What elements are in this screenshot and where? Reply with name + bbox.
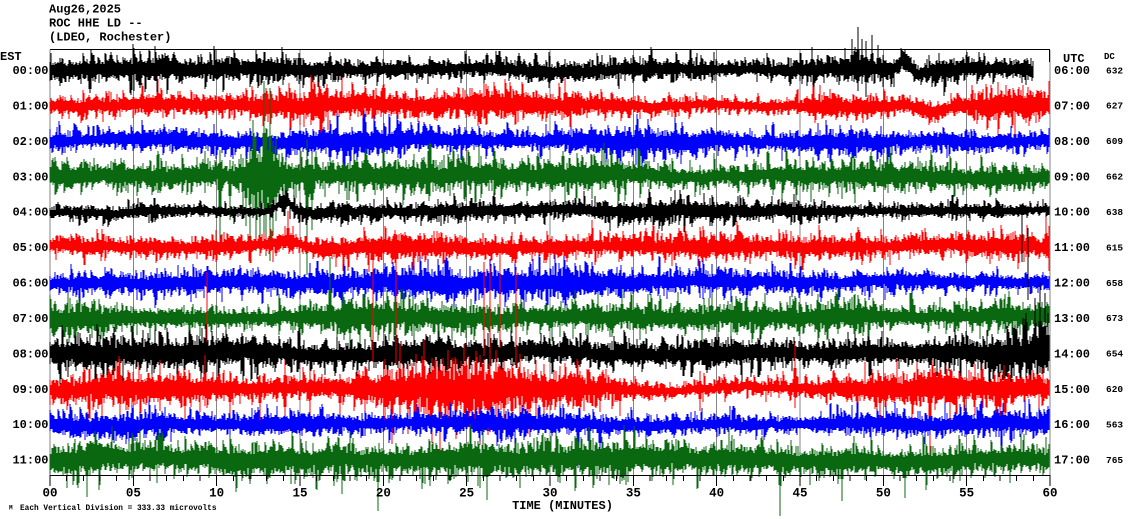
svg-text:40: 40 xyxy=(709,486,724,500)
svg-text:35: 35 xyxy=(626,486,641,500)
svg-text:00: 00 xyxy=(42,486,57,500)
svg-text:UTC: UTC xyxy=(1063,52,1085,66)
svg-text:06:00: 06:00 xyxy=(1054,64,1090,78)
svg-text:15:00: 15:00 xyxy=(1054,383,1090,397)
svg-text:15: 15 xyxy=(292,486,307,500)
svg-text:11:00: 11:00 xyxy=(1054,241,1090,255)
svg-text:10:00: 10:00 xyxy=(1054,206,1090,220)
svg-text:08:00: 08:00 xyxy=(12,347,48,361)
svg-text:(LDEO, Rochester): (LDEO, Rochester) xyxy=(49,31,171,45)
svg-text:M: M xyxy=(9,505,13,512)
svg-text:50: 50 xyxy=(876,486,891,500)
svg-text:DC: DC xyxy=(1104,52,1115,62)
svg-text:638: 638 xyxy=(1106,207,1123,218)
svg-text:615: 615 xyxy=(1106,242,1123,253)
svg-text:13:00: 13:00 xyxy=(1054,312,1090,326)
svg-text:60: 60 xyxy=(1042,486,1057,500)
svg-text:08:00: 08:00 xyxy=(1054,135,1090,149)
svg-text:765: 765 xyxy=(1106,455,1123,466)
svg-text:45: 45 xyxy=(792,486,807,500)
svg-text:20: 20 xyxy=(376,486,391,500)
svg-text:01:00: 01:00 xyxy=(12,99,48,113)
svg-text:662: 662 xyxy=(1106,172,1123,183)
svg-text:09:00: 09:00 xyxy=(12,383,48,397)
svg-text:03:00: 03:00 xyxy=(12,170,48,184)
svg-text:25: 25 xyxy=(459,486,474,500)
svg-text:Aug26,2025: Aug26,2025 xyxy=(49,3,121,17)
svg-text:673: 673 xyxy=(1106,313,1123,324)
svg-text:EST: EST xyxy=(0,50,22,64)
svg-text:632: 632 xyxy=(1106,65,1123,76)
svg-text:07:00: 07:00 xyxy=(1054,99,1090,113)
svg-text:30: 30 xyxy=(542,486,557,500)
svg-text:05:00: 05:00 xyxy=(12,241,48,255)
svg-text:07:00: 07:00 xyxy=(12,312,48,326)
svg-text:654: 654 xyxy=(1106,349,1123,360)
svg-text:Each Vertical Division = 333.: Each Vertical Division = 333.33 microvol… xyxy=(20,505,217,513)
svg-text:12:00: 12:00 xyxy=(1054,277,1090,291)
svg-text:627: 627 xyxy=(1106,101,1123,112)
svg-text:ROC HHE LD --: ROC HHE LD -- xyxy=(49,17,143,31)
svg-text:10:00: 10:00 xyxy=(12,418,48,432)
svg-text:620: 620 xyxy=(1106,384,1123,395)
svg-text:10: 10 xyxy=(209,486,224,500)
svg-text:16:00: 16:00 xyxy=(1054,418,1090,432)
svg-text:55: 55 xyxy=(959,486,974,500)
svg-text:00:00: 00:00 xyxy=(12,64,48,78)
svg-text:06:00: 06:00 xyxy=(12,277,48,291)
svg-text:14:00: 14:00 xyxy=(1054,347,1090,361)
svg-text:609: 609 xyxy=(1106,136,1123,147)
svg-text:TIME (MINUTES): TIME (MINUTES) xyxy=(512,499,613,513)
svg-text:09:00: 09:00 xyxy=(1054,170,1090,184)
svg-text:658: 658 xyxy=(1106,278,1123,289)
svg-text:563: 563 xyxy=(1106,420,1123,431)
svg-text:17:00: 17:00 xyxy=(1054,454,1090,468)
svg-text:02:00: 02:00 xyxy=(12,135,48,149)
svg-text:05: 05 xyxy=(126,486,141,500)
svg-text:04:00: 04:00 xyxy=(12,206,48,220)
svg-text:11:00: 11:00 xyxy=(12,454,48,468)
